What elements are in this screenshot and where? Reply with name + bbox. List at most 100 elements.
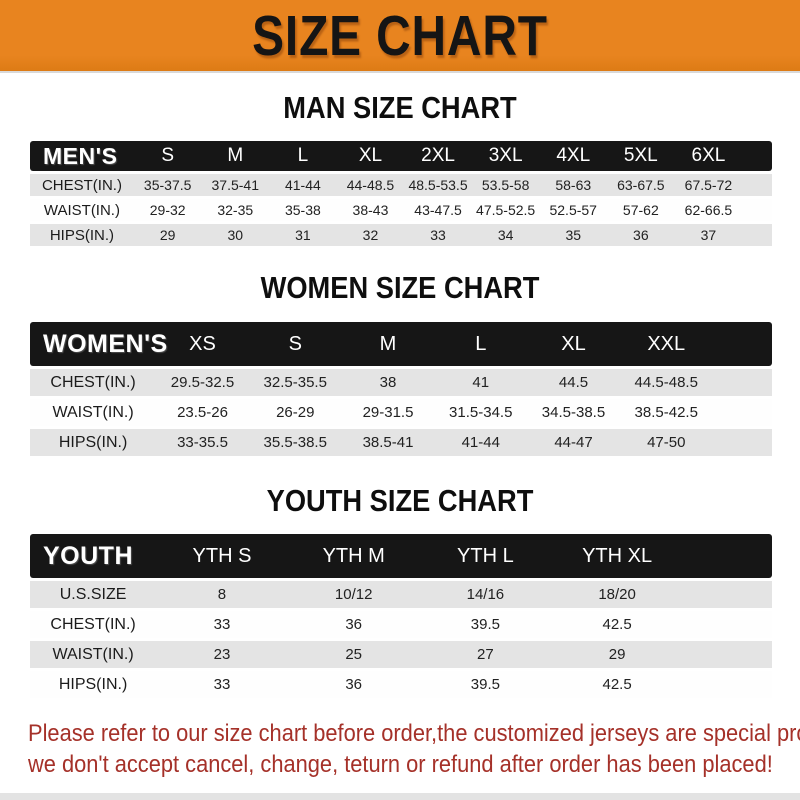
men-size-table: MEN'S S M L XL 2XL 3XL 4XL 5XL 6XL CHEST(IN.) 35-37… <box>30 138 772 249</box>
size-value-cell: 42.5 <box>551 671 683 698</box>
table-group-label: WOMEN'S <box>30 322 167 366</box>
size-column-header: XL <box>527 322 620 366</box>
table-group-label: YOUTH <box>30 534 157 578</box>
footer-note-line1: Please refer to our size chart before or… <box>28 720 800 747</box>
row-spacer <box>712 399 772 426</box>
row-label: HIPS(IN.) <box>30 671 157 698</box>
size-value-cell: 63-67.5 <box>607 174 675 196</box>
size-column-header: XXL <box>619 322 713 366</box>
bottom-strip <box>0 793 800 800</box>
size-column-header: YTH S <box>156 534 288 578</box>
table-header-row: MEN'S S M L XL 2XL 3XL 4XL 5XL 6XL <box>30 141 772 171</box>
size-value-cell: 29 <box>133 224 202 246</box>
size-column-header: L <box>434 322 528 366</box>
size-value-cell: 33 <box>156 611 288 638</box>
table-header-row: WOMEN'S XS S M L XL XXL <box>30 322 772 366</box>
table-group-label: MEN'S <box>30 141 134 171</box>
table-row: WAIST(IN.) 23 25 27 29 <box>30 641 772 668</box>
size-column-header: 2XL <box>404 141 472 171</box>
section-heading-women: WOMEN SIZE CHART <box>260 270 540 305</box>
size-value-cell: 36 <box>287 611 420 638</box>
header-spacer <box>682 534 772 578</box>
size-value-cell: 26-29 <box>248 399 342 426</box>
footer-note-line2: we don't accept cancel, change, teturn o… <box>28 751 773 778</box>
row-label: U.S.SIZE <box>30 581 157 608</box>
row-spacer <box>742 224 772 246</box>
size-value-cell: 29-32 <box>133 199 202 221</box>
header-spacer <box>742 141 772 171</box>
table-row: HIPS(IN.) 33-35.5 35.5-38.5 38.5-41 41-44 44-… <box>30 429 772 456</box>
size-value-cell: 23.5-26 <box>156 399 249 426</box>
size-value-cell: 34 <box>471 224 540 246</box>
size-value-cell: 36 <box>607 224 675 246</box>
size-value-cell: 33-35.5 <box>156 429 249 456</box>
row-label: HIPS(IN.) <box>30 224 134 246</box>
size-value-cell: 35-38 <box>269 199 337 221</box>
header-spacer <box>712 322 772 366</box>
row-label: CHEST(IN.) <box>30 174 134 196</box>
size-value-cell: 38 <box>341 369 435 396</box>
size-value-cell: 43-47.5 <box>404 199 472 221</box>
row-spacer <box>682 581 772 608</box>
size-value-cell: 27 <box>419 641 552 668</box>
row-label: CHEST(IN.) <box>30 611 157 638</box>
row-label: HIPS(IN.) <box>30 429 157 456</box>
size-value-cell: 52.5-57 <box>539 199 608 221</box>
table-row: CHEST(IN.) 33 36 39.5 42.5 <box>30 611 772 638</box>
size-column-header: 5XL <box>607 141 675 171</box>
size-value-cell: 41-44 <box>434 429 528 456</box>
size-value-cell: 35.5-38.5 <box>248 429 342 456</box>
size-value-cell: 57-62 <box>607 199 675 221</box>
size-value-cell: 32-35 <box>201 199 270 221</box>
size-value-cell: 35 <box>539 224 608 246</box>
size-value-cell: 33 <box>156 671 288 698</box>
table-row: HIPS(IN.) 33 36 39.5 42.5 <box>30 671 772 698</box>
table-header-row: YOUTH YTH S YTH M YTH L YTH XL <box>30 534 772 578</box>
table-row: U.S.SIZE 8 10/12 14/16 18/20 <box>30 581 772 608</box>
size-column-header: S <box>133 141 202 171</box>
women-size-table: WOMEN'S XS S M L XL XXL CHEST(IN.) 29.5-32.5 32.5… <box>30 319 772 459</box>
size-value-cell: 41-44 <box>269 174 337 196</box>
size-value-cell: 32 <box>336 224 405 246</box>
size-value-cell: 47.5-52.5 <box>471 199 540 221</box>
section-heading-man: MAN SIZE CHART <box>283 90 517 125</box>
table-row: CHEST(IN.) 29.5-32.5 32.5-35.5 38 41 44.5 44.5… <box>30 369 772 396</box>
footer-note: Please refer to our size chart before or… <box>0 720 800 779</box>
size-value-cell: 29 <box>551 641 683 668</box>
size-value-cell: 38.5-42.5 <box>619 399 713 426</box>
size-value-cell: 42.5 <box>551 611 683 638</box>
row-label: WAIST(IN.) <box>30 199 134 221</box>
table-row: CHEST(IN.) 35-37.5 37.5-41 41-44 44-48.5 48.5… <box>30 174 772 196</box>
size-column-header: XL <box>336 141 405 171</box>
size-value-cell: 23 <box>156 641 288 668</box>
size-value-cell: 39.5 <box>419 671 552 698</box>
size-column-header: M <box>341 322 435 366</box>
row-spacer <box>742 199 772 221</box>
main-title-banner: SIZE CHART <box>0 0 800 73</box>
size-column-header: 4XL <box>539 141 608 171</box>
row-spacer <box>742 174 772 196</box>
size-value-cell: 44-47 <box>527 429 620 456</box>
row-spacer <box>682 671 772 698</box>
size-value-cell: 47-50 <box>619 429 713 456</box>
row-spacer <box>682 641 772 668</box>
size-value-cell: 38-43 <box>336 199 405 221</box>
size-value-cell: 38.5-41 <box>341 429 435 456</box>
size-column-header: YTH M <box>287 534 420 578</box>
section-man: MAN SIZE CHART MEN'S S M L XL 2XL 3XL 4XL 5XL 6XL… <box>0 90 800 249</box>
size-value-cell: 18/20 <box>551 581 683 608</box>
row-spacer <box>712 369 772 396</box>
size-value-cell: 14/16 <box>419 581 552 608</box>
row-label: WAIST(IN.) <box>30 399 157 426</box>
size-value-cell: 44-48.5 <box>336 174 405 196</box>
size-value-cell: 29.5-32.5 <box>156 369 249 396</box>
size-value-cell: 48.5-53.5 <box>404 174 472 196</box>
size-value-cell: 41 <box>434 369 528 396</box>
size-value-cell: 34.5-38.5 <box>527 399 620 426</box>
table-row: WAIST(IN.) 23.5-26 26-29 29-31.5 31.5-34.5 34… <box>30 399 772 426</box>
section-youth: YOUTH SIZE CHART YOUTH YTH S YTH M YTH L YTH… <box>0 483 800 701</box>
size-column-header: YTH XL <box>551 534 683 578</box>
size-column-header: YTH L <box>419 534 552 578</box>
size-value-cell: 29-31.5 <box>341 399 435 426</box>
